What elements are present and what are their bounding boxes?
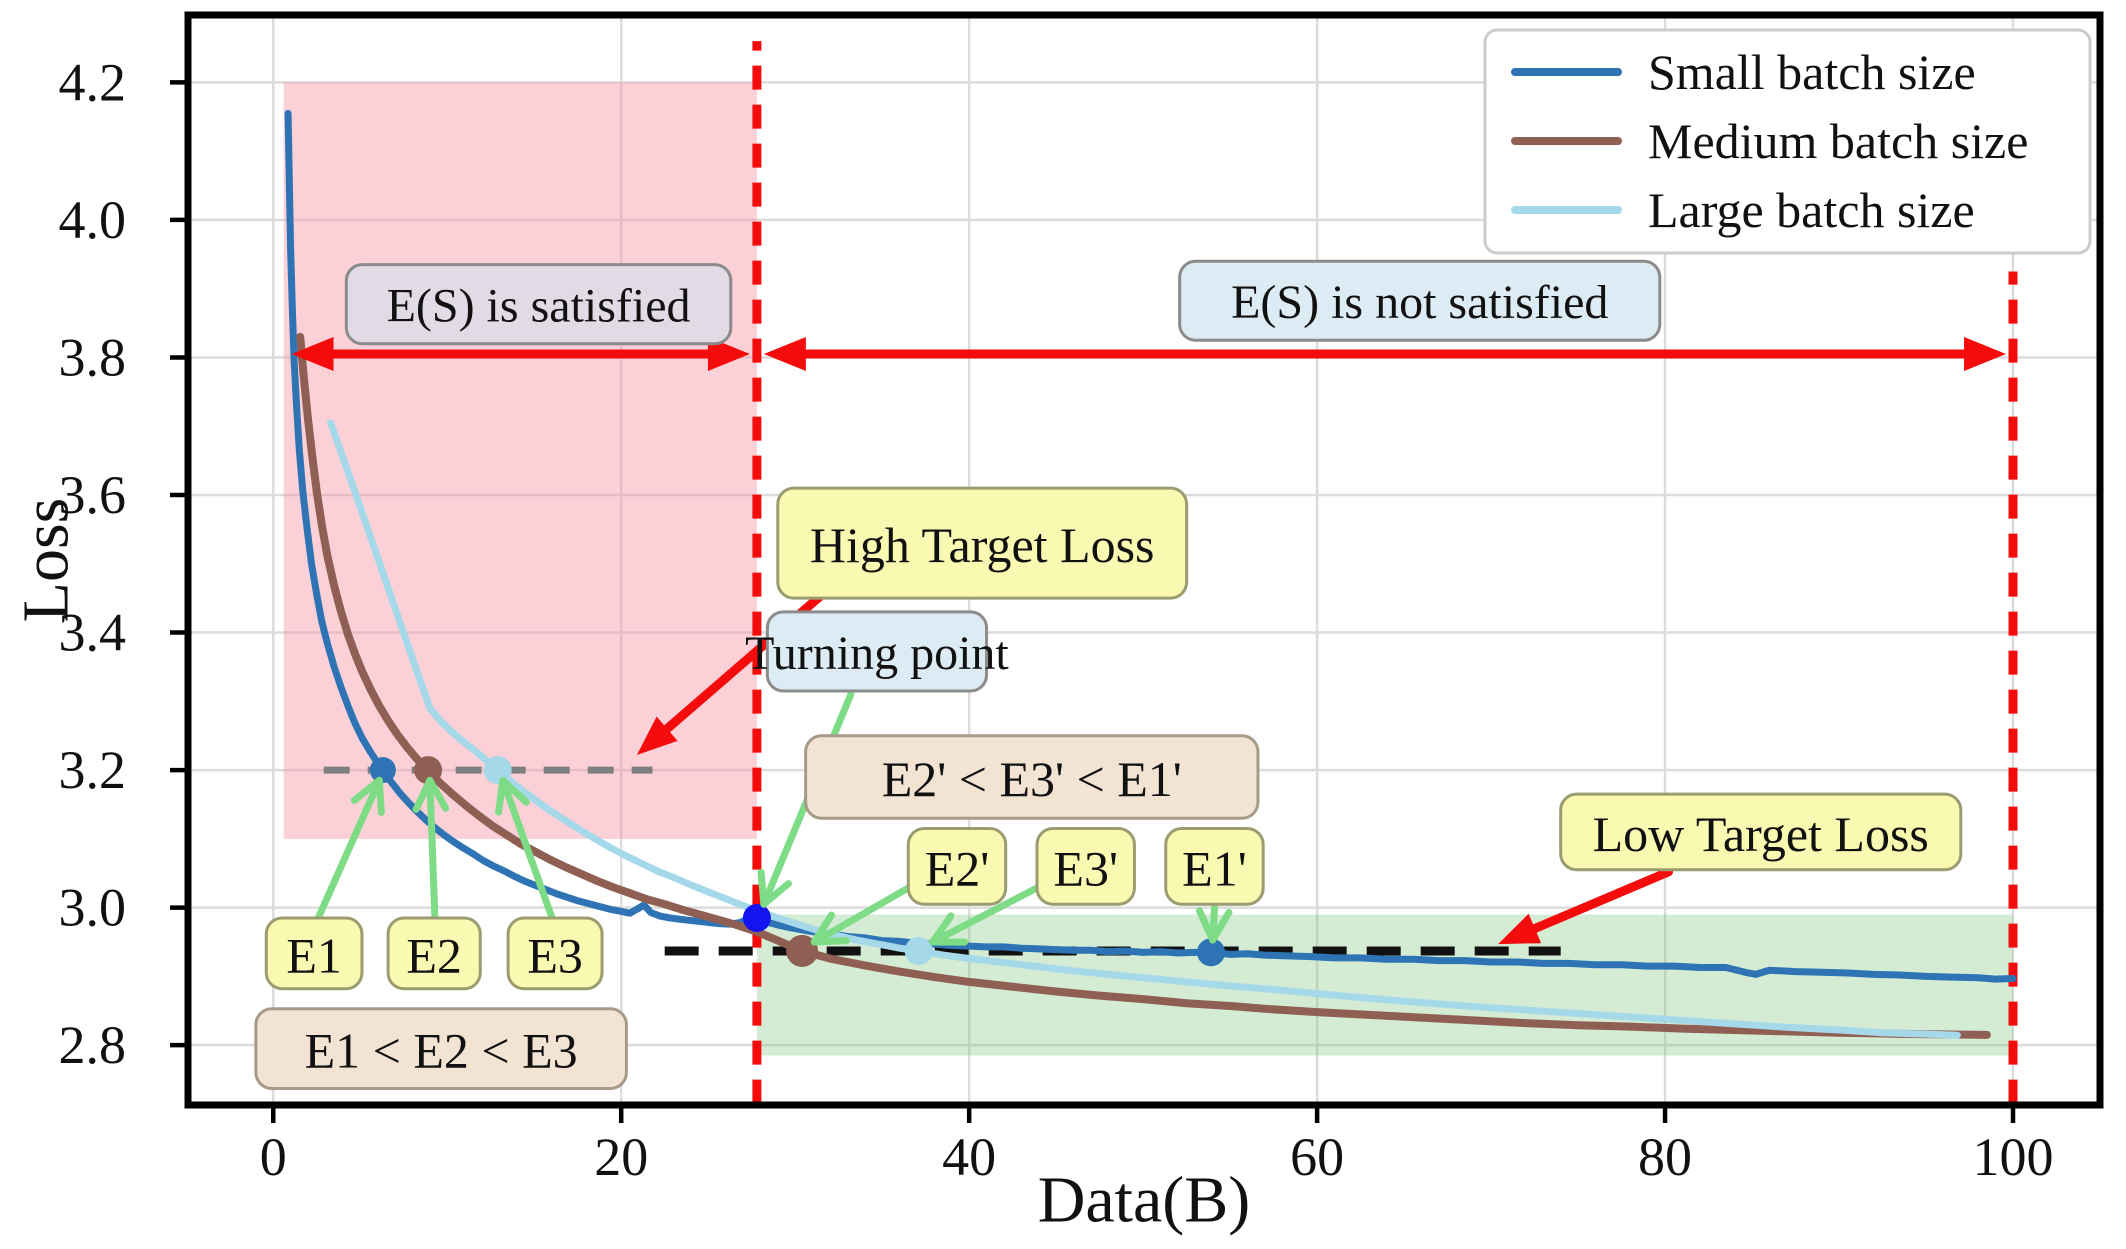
E1-pointer <box>313 776 385 925</box>
not-satisfied-span-arrow <box>763 337 2007 372</box>
e3-prime-label-box <box>1035 827 1136 906</box>
x-tick-label: 60 <box>1290 1127 1344 1187</box>
e3-prime-label-text: E3' <box>1053 840 1118 896</box>
y-tick-label: 2.8 <box>59 1015 127 1075</box>
base-order-label-box <box>254 1007 628 1090</box>
legend: Small batch size Medium batch size Large b… <box>1483 28 2092 255</box>
base-order-label-text: E1 < E2 < E3 <box>305 1023 578 1079</box>
green-pointer-arrows <box>313 690 1233 946</box>
y-tick-label: 3.2 <box>59 740 127 800</box>
legend-box <box>1483 28 2092 255</box>
x-tick-label: 20 <box>594 1127 648 1187</box>
e1-prime-label-box <box>1164 827 1265 906</box>
y-axis-title: Loss <box>10 498 83 623</box>
e1-prime-label-text: E1' <box>1182 840 1247 896</box>
y-tick-label: 3.8 <box>59 327 127 387</box>
legend-entry-2: Large batch size <box>1511 182 1975 238</box>
x-tick-label: 0 <box>260 1127 287 1187</box>
low-target-loss-label: Low Target Loss <box>1559 792 1963 872</box>
es-not-satisfied-label: E(S) is not satisfied <box>1178 259 1662 342</box>
e1-label-text: E1 <box>286 927 342 983</box>
e2-prime-label-box <box>906 827 1008 906</box>
legend-entry-0: Small batch size <box>1511 44 1976 100</box>
x-tick-label: 100 <box>1973 1127 2054 1187</box>
arrowhead <box>763 337 806 372</box>
e2-label-box <box>386 916 482 991</box>
low-target-loss-label-box <box>1559 792 1963 872</box>
E3-prime-point <box>904 936 933 965</box>
arrowhead <box>636 716 678 755</box>
arrowhead <box>1498 913 1542 945</box>
e2-prime-label: E2' <box>906 827 1008 906</box>
x-axis-title: Data(B) <box>1038 1164 1251 1237</box>
e3-prime-label: E3' <box>1035 827 1136 906</box>
e1-prime-label: E1' <box>1164 827 1265 906</box>
e1-label: E1 <box>264 916 364 991</box>
prime-order-label-text: E2' < E3' < E1' <box>882 751 1182 807</box>
low-target-loss-label-text: Low Target Loss <box>1593 806 1929 862</box>
base-order-label: E1 < E2 < E3 <box>254 1007 628 1090</box>
high-target-loss-label-text: High Target Loss <box>810 517 1155 573</box>
E2-prime-pointer <box>810 883 914 946</box>
E2-prime-point <box>786 934 819 967</box>
e3-label: E3 <box>506 916 604 991</box>
x-tick-label: 40 <box>942 1127 996 1187</box>
E2-pointer <box>412 776 450 925</box>
span-arrows <box>291 337 2007 372</box>
e3-label-box <box>506 916 604 991</box>
e1-label-box <box>264 916 364 991</box>
turning-point-label-box <box>765 610 989 693</box>
e3-label-text: E3 <box>527 927 583 983</box>
y-tick-label: 3.6 <box>59 465 127 525</box>
curve-medium-batch-size <box>296 332 1991 1039</box>
legend-label-2: Large batch size <box>1648 182 1975 238</box>
es-not-satisfied-label-box <box>1178 259 1662 342</box>
legend-entry-1: Medium batch size <box>1511 113 2028 169</box>
callout-labels: E(S) is satisfied E(S) is not satisfied Hi… <box>254 259 1963 1090</box>
prime-order-label: E2' < E3' < E1' <box>804 734 1260 820</box>
high-target-loss-label-box <box>776 486 1189 600</box>
axes-spines <box>184 11 2104 1109</box>
es-satisfied-label-box <box>344 263 733 346</box>
e2-prime-label-text: E2' <box>925 840 990 896</box>
satisfied region <box>283 82 757 839</box>
e2-label: E2 <box>386 916 482 991</box>
E1-prime-pointer <box>1195 904 1233 944</box>
es-satisfied-label: E(S) is satisfied <box>344 263 733 346</box>
x-tick-label: 80 <box>1638 1127 1692 1187</box>
es-not-satisfied-label-text: E(S) is not satisfied <box>1231 276 1608 329</box>
y-tick-label: 4.0 <box>59 190 127 250</box>
marker-points <box>369 756 1225 967</box>
E3-prime-pointer <box>929 883 1043 946</box>
y-tick-label: 4.2 <box>59 52 127 112</box>
low-target-pointer <box>1498 867 1674 945</box>
satisfied-span-arrow <box>291 337 750 372</box>
high-target-loss-label: High Target Loss <box>776 486 1189 600</box>
E1-point <box>369 757 396 784</box>
turning-point <box>742 903 771 932</box>
arrowhead <box>1964 337 2007 372</box>
turning-point-label: Turning point <box>745 610 1009 693</box>
prime-order-label-box <box>804 734 1260 820</box>
y-tick-label: 3.4 <box>59 603 127 663</box>
E1-prime-point <box>1196 938 1225 967</box>
E3-point <box>483 756 512 785</box>
arrowhead <box>291 337 334 372</box>
legend-label-1: Medium batch size <box>1648 113 2028 169</box>
e2-label-text: E2 <box>406 927 462 983</box>
turning-point-label-text: Turning point <box>745 627 1009 680</box>
E3-pointer <box>495 776 557 925</box>
tick-marks-and-labels: 0 20 40 60 80 100 2.8 3.0 3.2 3.4 3.6 3.8 4.0 4.2 <box>59 52 2054 1187</box>
es-satisfied-label-text: E(S) is satisfied <box>387 280 691 333</box>
y-tick-label: 3.0 <box>59 878 127 938</box>
arrowhead <box>707 337 750 372</box>
E2-point <box>414 756 443 785</box>
legend-label-0: Small batch size <box>1648 44 1976 100</box>
